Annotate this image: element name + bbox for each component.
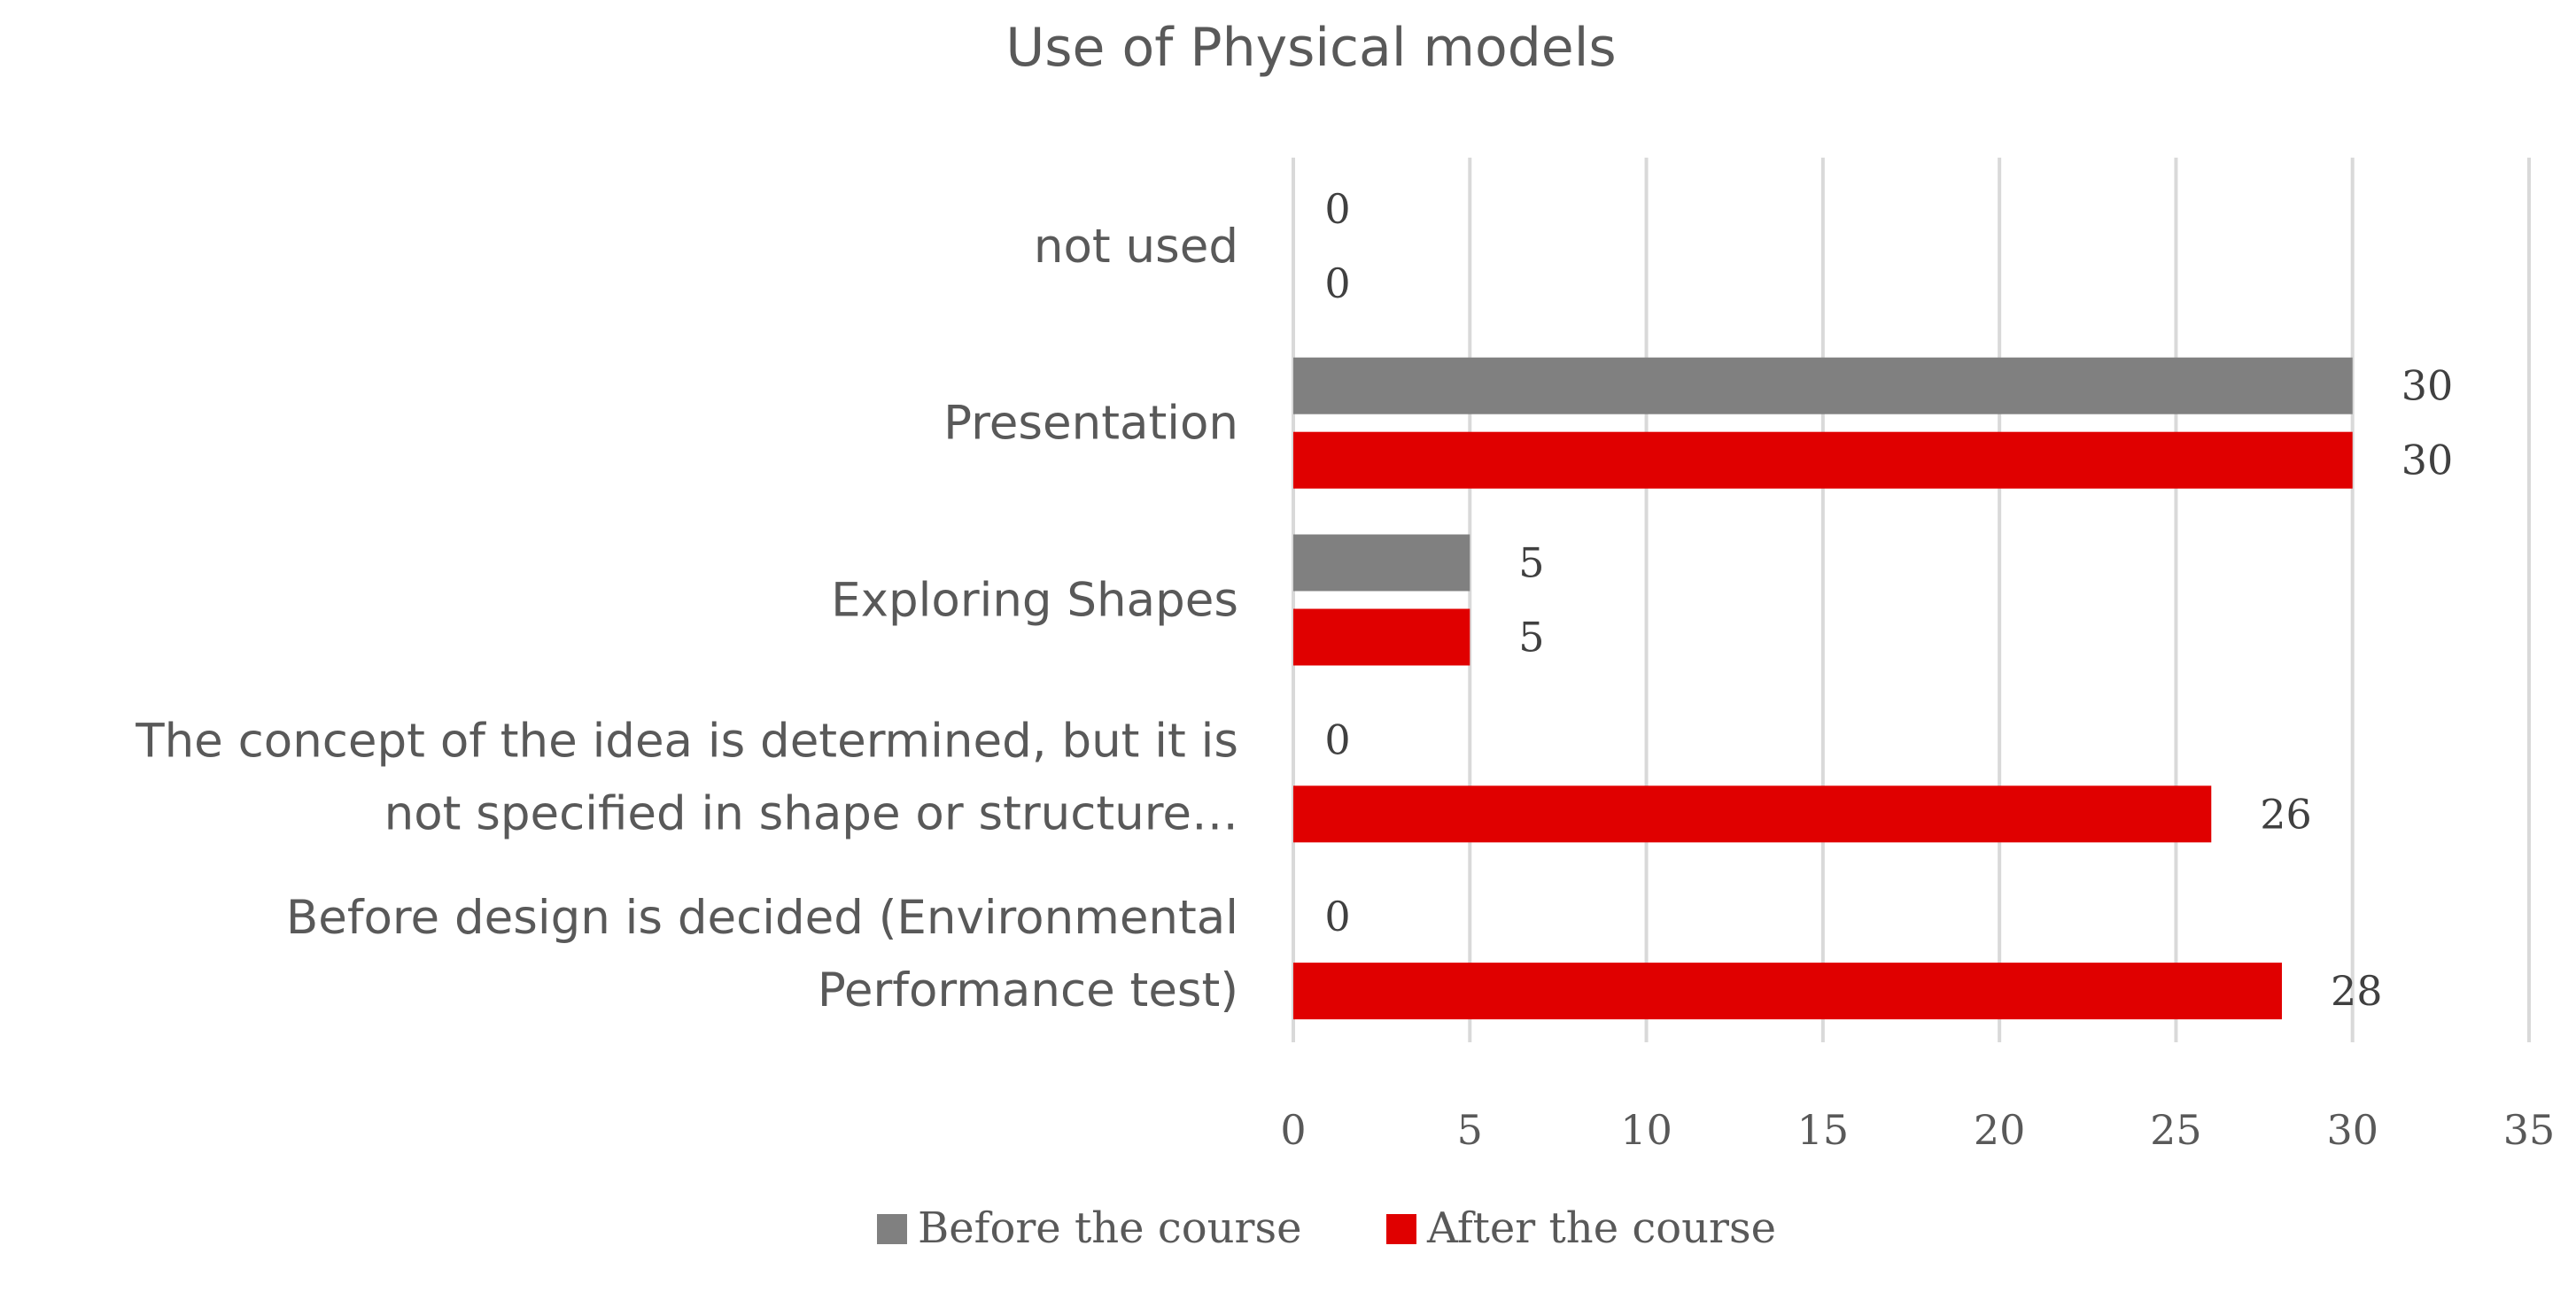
data-label: 5 <box>1518 539 1544 587</box>
data-label: 5 <box>1518 614 1544 661</box>
data-label: 0 <box>1324 716 1350 763</box>
category-label: not specified in shape or structure… <box>384 786 1238 840</box>
x-tick-label: 10 <box>1620 1106 1672 1154</box>
bar-after-the-course <box>1293 785 2212 843</box>
bar-after-the-course <box>1293 431 2353 489</box>
data-label: 0 <box>1324 185 1350 233</box>
category-labels: not used Presentation Exploring Shapes The … <box>135 220 1238 1017</box>
x-axis-ticks: 0 5 10 15 20 25 30 35 <box>1280 1106 2555 1154</box>
category-label: The concept of the idea is determined, b… <box>135 714 1238 768</box>
data-labels: 0 0 30 30 5 5 0 26 0 28 <box>1324 185 2453 1015</box>
data-label: 30 <box>2401 437 2454 484</box>
legend: Before the course After the course <box>877 1203 1776 1253</box>
bar-after-the-course <box>1293 608 1470 666</box>
legend-label: Before the course <box>918 1203 1302 1253</box>
bar-after-the-course <box>1293 963 2282 1020</box>
category-label: Before design is decided (Environmental <box>286 891 1238 945</box>
data-label: 30 <box>2401 362 2454 410</box>
x-tick-label: 30 <box>2326 1106 2378 1154</box>
data-label: 0 <box>1324 259 1350 307</box>
x-tick-label: 35 <box>2503 1106 2556 1154</box>
x-tick-label: 0 <box>1280 1106 1306 1154</box>
category-label: Presentation <box>943 397 1238 451</box>
bars <box>1293 357 2353 1020</box>
category-label: Performance test) <box>818 963 1238 1017</box>
x-tick-label: 15 <box>1797 1106 1850 1154</box>
data-label: 26 <box>2260 790 2312 838</box>
x-tick-label: 20 <box>1974 1106 2026 1154</box>
x-tick-label: 5 <box>1457 1106 1483 1154</box>
legend-label: After the course <box>1426 1203 1776 1253</box>
bar-before-the-course <box>1293 534 1470 592</box>
category-label: not used <box>1034 220 1238 274</box>
gridlines <box>1292 158 2531 1042</box>
bar-before-the-course <box>1293 357 2353 414</box>
legend-swatch-after-the-course <box>1386 1214 1416 1244</box>
chart-title: Use of Physical models <box>1005 17 1616 79</box>
data-label: 28 <box>2331 967 2383 1015</box>
legend-swatch-before-the-course <box>877 1214 907 1244</box>
category-label: Exploring Shapes <box>831 574 1238 628</box>
data-label: 0 <box>1324 893 1350 940</box>
x-tick-label: 25 <box>2150 1106 2202 1154</box>
